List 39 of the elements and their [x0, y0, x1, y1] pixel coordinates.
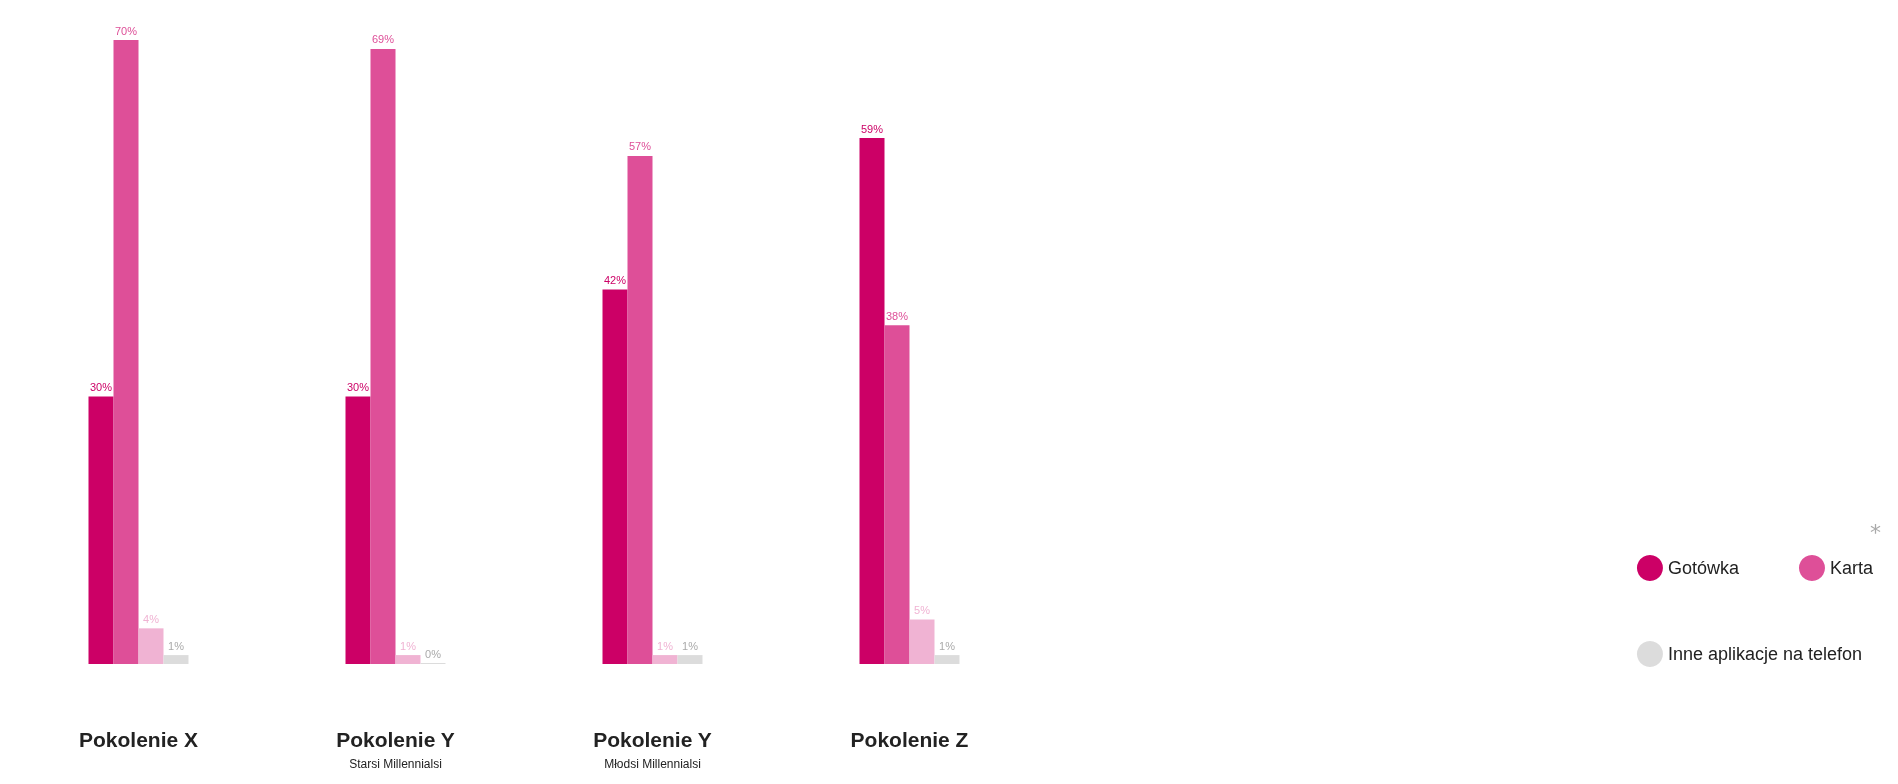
bar [370, 48, 396, 664]
x-tick-label: Pokolenie Z [850, 727, 969, 751]
bar [113, 40, 139, 664]
bar [88, 396, 114, 664]
bar [627, 155, 653, 664]
x-tick-label: Pokolenie Y Starsi Millennialsi [336, 727, 455, 771]
data-label: 30% [346, 381, 370, 394]
data-label: 1% [657, 639, 674, 652]
data-label: 69% [371, 33, 395, 46]
legend-label: Gotówka [1667, 558, 1740, 578]
data-label: 38% [885, 309, 909, 322]
data-label: 4% [143, 612, 160, 625]
data-label: 1% [939, 639, 956, 652]
text: * [1870, 520, 1881, 545]
bar [652, 655, 678, 664]
bar [138, 628, 164, 664]
data-label: 59% [860, 122, 884, 135]
bar [934, 655, 960, 664]
bar [395, 655, 421, 664]
bar [909, 619, 935, 664]
data-label: 0% [425, 647, 442, 660]
data-label: 5% [914, 603, 931, 616]
data-label: 30% [89, 381, 113, 394]
bar [677, 655, 703, 664]
bar [859, 138, 885, 664]
data-label: 70% [114, 24, 138, 37]
bar [602, 289, 628, 664]
legend-label: Inne aplikacje na telefon [1667, 644, 1863, 664]
bar [884, 325, 910, 664]
bar [345, 396, 371, 664]
data-label: 1% [400, 639, 417, 652]
data-label: 42% [603, 274, 627, 287]
data-label: 1% [682, 639, 699, 652]
legend-label: Karta [1829, 558, 1874, 578]
x-tick-label: Pokolenie Y Młodsi Millennialsi [593, 727, 712, 771]
data-label: 57% [628, 140, 652, 153]
data-label: 1% [168, 639, 185, 652]
bar [163, 655, 189, 664]
x-tick-label: Pokolenie X [78, 727, 199, 751]
